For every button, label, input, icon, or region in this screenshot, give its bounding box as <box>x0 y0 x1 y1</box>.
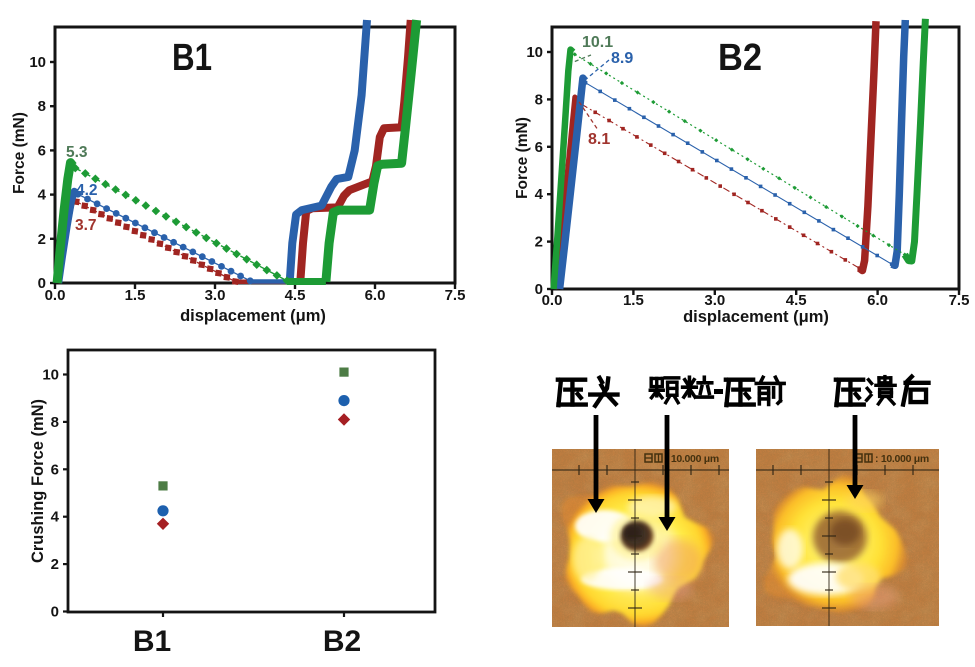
svg-text:8.1: 8.1 <box>588 131 610 148</box>
svg-text:displacement (μm): displacement (μm) <box>683 308 829 326</box>
svg-text:6.0: 6.0 <box>365 287 386 304</box>
svg-text:0: 0 <box>535 281 543 298</box>
svg-text:: 10.000 μm: : 10.000 μm <box>665 453 719 465</box>
svg-text:4.5: 4.5 <box>786 292 807 309</box>
svg-text:8: 8 <box>51 414 59 431</box>
svg-text:4.2: 4.2 <box>76 182 98 199</box>
svg-text:8: 8 <box>535 91 543 108</box>
svg-text:4: 4 <box>51 509 60 526</box>
svg-text:: 10.000 μm: : 10.000 μm <box>875 453 929 465</box>
svg-text:1.5: 1.5 <box>125 287 146 304</box>
svg-text:2: 2 <box>535 234 543 251</box>
svg-text:Force (mN): Force (mN) <box>11 112 28 194</box>
svg-text:3.7: 3.7 <box>75 217 97 234</box>
svg-text:4: 4 <box>38 187 47 204</box>
svg-text:7.5: 7.5 <box>949 292 970 309</box>
svg-text:0: 0 <box>51 604 59 621</box>
svg-text:5.3: 5.3 <box>66 144 88 161</box>
svg-text:6: 6 <box>51 461 59 478</box>
svg-text:10: 10 <box>526 44 543 61</box>
svg-text:4: 4 <box>535 186 544 203</box>
svg-text:8: 8 <box>38 98 46 115</box>
svg-text:displacement (μm): displacement (μm) <box>180 307 326 325</box>
svg-text:6: 6 <box>535 139 543 156</box>
svg-text:7.5: 7.5 <box>445 287 466 304</box>
svg-text:Force (mN): Force (mN) <box>514 117 531 199</box>
svg-text:8.9: 8.9 <box>611 50 633 67</box>
svg-text:B2: B2 <box>718 37 762 79</box>
svg-text:B2: B2 <box>323 625 361 658</box>
svg-text:0.0: 0.0 <box>542 292 563 309</box>
svg-text:1.5: 1.5 <box>623 292 644 309</box>
svg-text:2: 2 <box>38 231 46 248</box>
svg-text:2: 2 <box>51 556 59 573</box>
svg-text:3.0: 3.0 <box>704 292 725 309</box>
svg-text:Crushing Force (mN): Crushing Force (mN) <box>29 399 47 563</box>
svg-text:6.0: 6.0 <box>867 292 888 309</box>
svg-text:6: 6 <box>38 142 46 159</box>
svg-text:10.1: 10.1 <box>582 34 613 51</box>
svg-text:3.0: 3.0 <box>205 287 226 304</box>
svg-text:B1: B1 <box>172 37 212 79</box>
svg-text:0.0: 0.0 <box>45 287 66 304</box>
svg-text:0: 0 <box>38 275 46 292</box>
svg-text:10: 10 <box>29 54 46 71</box>
svg-text:4.5: 4.5 <box>285 287 306 304</box>
svg-text:B1: B1 <box>133 625 171 658</box>
svg-text:10: 10 <box>42 367 59 384</box>
